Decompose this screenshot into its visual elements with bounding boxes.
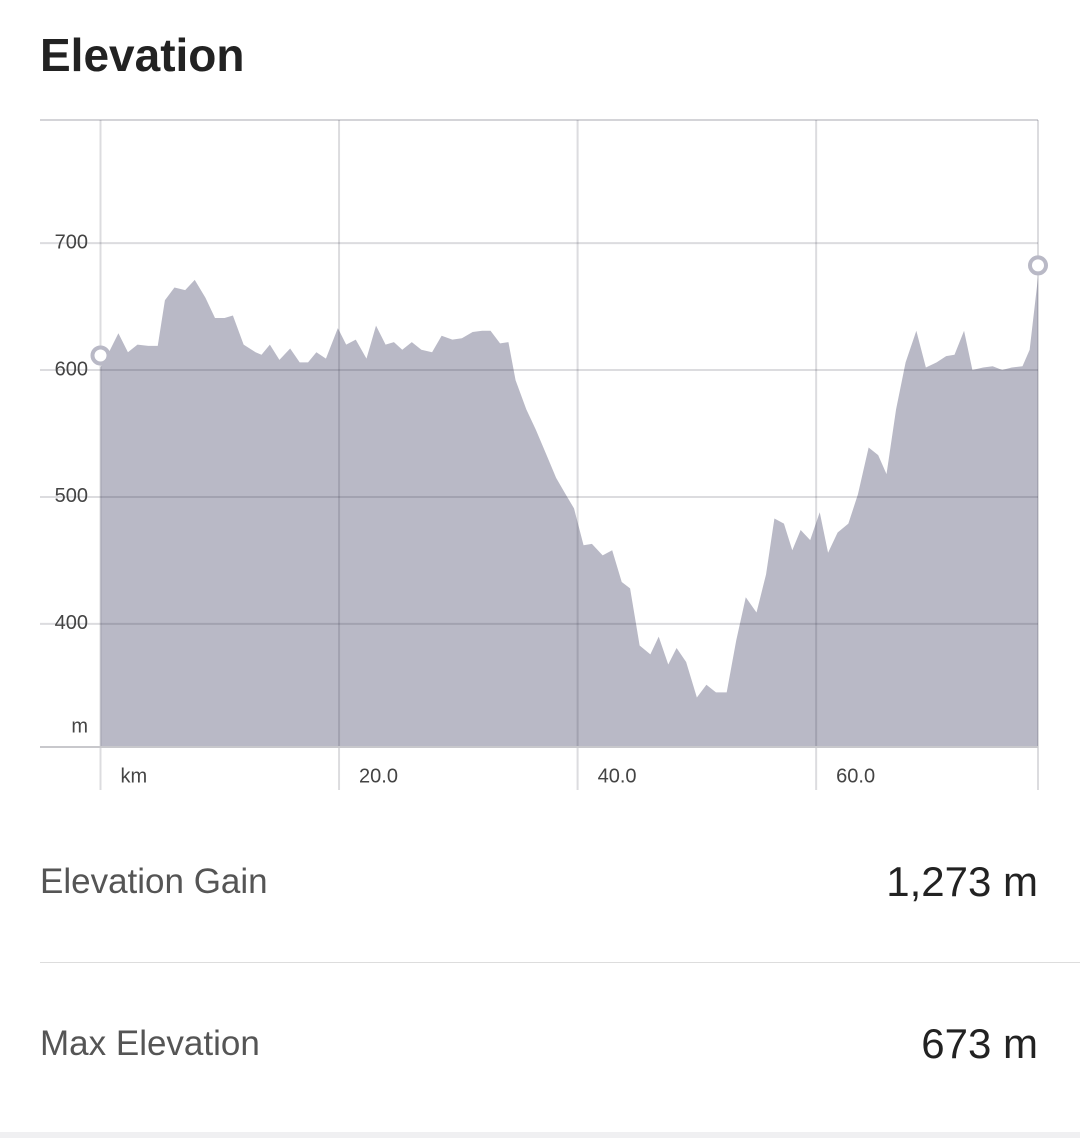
title: Elevation	[40, 29, 245, 81]
y-tick-label: 500	[55, 485, 88, 507]
x-tick-label: km	[121, 765, 148, 787]
x-tick-label: 40.0	[598, 765, 637, 787]
stat-value: 673 m	[921, 1020, 1038, 1067]
separator	[40, 962, 1080, 963]
stat-label: Elevation Gain	[40, 862, 268, 901]
x-tick-label: 20.0	[359, 765, 398, 787]
y-unit-label: m	[71, 715, 88, 737]
stat-label: Max Elevation	[40, 1024, 260, 1063]
y-tick-label: 600	[55, 358, 88, 380]
x-tick-label: 60.0	[836, 765, 875, 787]
footer-strip	[0, 1132, 1080, 1138]
endpoint-marker	[1028, 255, 1048, 276]
elevation-area	[100, 277, 1038, 747]
y-tick-label: 700	[55, 231, 88, 253]
stat-value: 1,273 m	[886, 858, 1038, 905]
endpoint-marker	[90, 345, 111, 366]
chart: 400 500 600 700 m km 20.0 40.0 60.0	[40, 119, 1048, 790]
y-tick-label: 400	[55, 612, 88, 634]
